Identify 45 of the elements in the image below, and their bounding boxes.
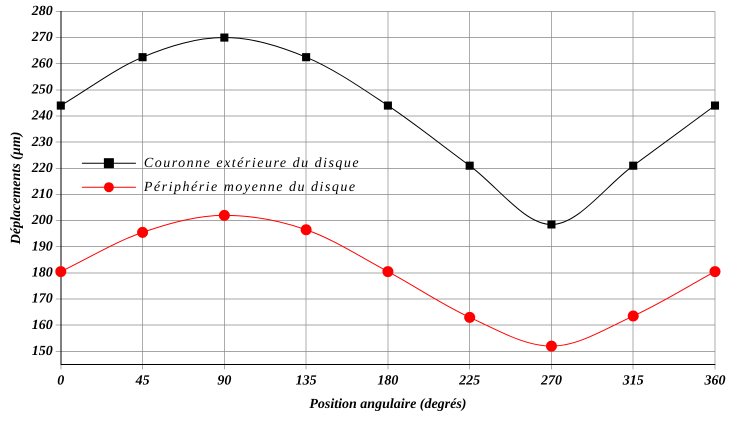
y-tick-label: 230	[30, 134, 53, 150]
x-tick-label: 0	[57, 373, 64, 388]
point	[464, 312, 476, 323]
x-tick-label: 135	[296, 373, 317, 388]
legend-label: Couronne extérieure du disque	[144, 156, 360, 171]
y-tick-label: 270	[30, 30, 53, 46]
point	[138, 53, 147, 62]
y-tick-label: 260	[30, 56, 53, 72]
x-tick-label: 225	[458, 373, 480, 388]
y-tick-label: 240	[30, 108, 53, 124]
point	[710, 266, 720, 278]
point	[546, 340, 557, 352]
y-tick-label: 150	[32, 344, 53, 359]
y-tick-label: 280	[30, 4, 53, 20]
point	[218, 210, 230, 221]
point	[382, 266, 394, 278]
y-tick-label: 180	[32, 265, 53, 280]
point	[547, 220, 556, 229]
point	[629, 162, 638, 170]
x-tick-label: 45	[134, 373, 150, 388]
point	[302, 53, 310, 62]
point	[55, 266, 66, 278]
point	[710, 102, 720, 110]
x-tick-label: 180	[377, 373, 398, 388]
point	[137, 226, 148, 238]
y-tick-label: 200	[30, 213, 53, 228]
y-tick-label: 220	[30, 160, 53, 176]
y-tick-label: 160	[32, 318, 53, 333]
x-tick-label: 360	[704, 373, 726, 388]
point	[384, 102, 392, 110]
point	[220, 34, 228, 42]
x-axis-title: Position angulaire (degrés)	[309, 397, 466, 412]
point	[56, 102, 65, 110]
point	[466, 162, 474, 170]
y-tick-label: 210	[30, 187, 53, 202]
y-tick-label: 250	[30, 82, 53, 98]
y-tick-label: 170	[32, 292, 53, 307]
x-tick-label: 90	[217, 373, 232, 388]
x-tick-label: 270	[540, 373, 562, 388]
point	[300, 224, 312, 236]
x-tick-label: 315	[622, 373, 644, 388]
point	[628, 310, 639, 322]
legend-label: Périphérie moyenne du disque	[142, 180, 357, 195]
y-tick-label: 190	[32, 239, 53, 254]
y-axis-title: Déplacements (µm)	[9, 132, 24, 246]
